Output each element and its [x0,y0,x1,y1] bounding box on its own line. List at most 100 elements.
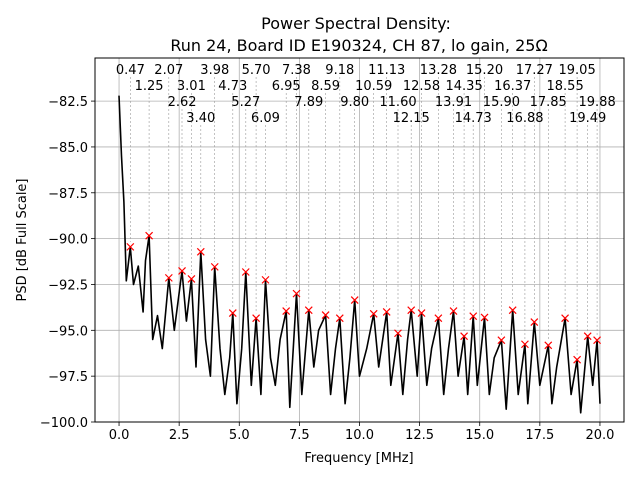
peak-marker [530,318,539,326]
peak-label: 5.70 [242,63,271,78]
x-tick-label: 17.5 [525,428,554,443]
peak-marker [382,308,391,316]
y-tick-label: −100.0 [40,416,88,431]
peak-marker-x-stroke [187,275,196,283]
peak-marker [449,307,458,315]
peak-label: 8.59 [311,79,340,94]
peak-label: 7.89 [294,95,323,110]
peak-marker [469,312,478,321]
y-tick-label: −85.0 [48,141,88,156]
peak-marker-x-stroke [583,332,592,341]
peak-marker [561,314,570,323]
peak-marker [407,306,416,315]
peak-label: 19.49 [569,111,606,126]
y-tick-label: −97.5 [48,370,88,385]
peak-marker [417,309,426,317]
peak-marker [593,336,601,345]
peak-label: 7.38 [282,63,311,78]
psd-line [118,95,601,414]
chart-title-line-2: Run 24, Board ID E190324, CH 87, lo gain… [170,36,547,55]
peak-marker-x-stroke [321,311,330,320]
peak-marker [369,309,378,318]
y-axis-label: PSD [dB Full Scale] [15,178,30,301]
peak-marker-x-stroke [210,262,219,271]
x-tick-label: 10.0 [345,428,374,443]
peak-label: 16.88 [506,111,543,126]
peak-marker-x-stroke [573,355,582,364]
peak-label: 14.73 [455,111,492,126]
peak-label: 13.91 [435,95,472,110]
peak-leader-lines [130,77,598,355]
peak-marker-x-stroke [196,247,205,256]
peak-marker [573,355,582,364]
peak-label: 6.95 [272,79,301,94]
peak-label: 9.18 [325,63,354,78]
y-tick-label: −82.5 [48,95,88,110]
peak-marker-x-stroke [261,275,270,284]
peak-marker-x-stroke [460,332,469,341]
peak-label: 16.37 [494,79,531,94]
x-tick-label: 20.0 [585,428,614,443]
peak-marker [434,314,443,323]
peak-label: 2.62 [168,95,197,110]
y-tick-label: −95.0 [48,324,88,339]
axes-frame [94,57,625,423]
peak-marker-x-stroke [335,314,344,323]
peak-label: 17.27 [516,63,553,78]
peak-label: 12.58 [403,79,440,94]
x-tick-label: 0.0 [109,428,130,443]
peak-marker-x-stroke [241,268,250,276]
peak-label: 12.15 [393,111,430,126]
peak-label: 11.13 [368,63,405,78]
peak-label: 14.35 [446,79,483,94]
peak-marker-x-stroke [508,306,517,315]
peak-marker [321,311,330,320]
peak-marker-x-stroke [469,312,478,321]
peak-marker [228,309,237,317]
peak-label: 18.55 [547,79,584,94]
peak-marker [583,332,592,341]
peak-label: 4.73 [218,79,247,94]
peak-marker [252,314,261,323]
grid-lines [95,58,624,423]
peak-label: 6.09 [251,111,280,126]
y-tick-label: −90.0 [48,233,88,248]
peak-marker [282,307,291,315]
peak-marker [544,341,553,350]
peak-label: 19.88 [579,95,616,110]
peak-label: 15.20 [466,63,503,78]
x-axis-label: Frequency [MHz] [304,451,413,466]
peak-marker [145,231,154,240]
peak-marker-x-stroke [252,314,261,323]
peak-label: 0.47 [116,63,145,78]
peak-label: 17.85 [530,95,567,110]
peak-marker-x-stroke [497,336,506,345]
peak-marker-x-stroke [382,308,391,316]
peak-label: 3.98 [200,63,229,78]
peak-marker [292,289,301,298]
peak-marker [210,262,219,271]
peak-marker-x-stroke [145,231,154,240]
peak-label: 2.07 [154,63,183,78]
peak-marker [178,266,186,275]
peak-marker [497,336,506,345]
peak-marker-x-stroke [417,309,426,317]
peak-marker [261,275,270,284]
peak-marker [508,306,517,315]
peak-marker-x-stroke [282,307,291,315]
peak-marker [480,313,489,322]
peak-label: 10.59 [355,79,392,94]
peak-marker-x-stroke [126,242,135,251]
peak-marker [460,332,469,341]
peak-marker-x-stroke [449,307,458,315]
peak-marker-x-stroke [369,309,378,318]
peak-marker-x-stroke [434,314,443,323]
peak-marker-x-stroke [407,306,416,315]
x-tick-label: 15.0 [465,428,494,443]
peak-label: 9.80 [340,95,369,110]
x-tick-label: 7.5 [289,428,310,443]
peak-marker-x-stroke [394,329,402,338]
peak-marker-x-stroke [530,318,539,326]
peak-marker-x-stroke [292,289,301,298]
